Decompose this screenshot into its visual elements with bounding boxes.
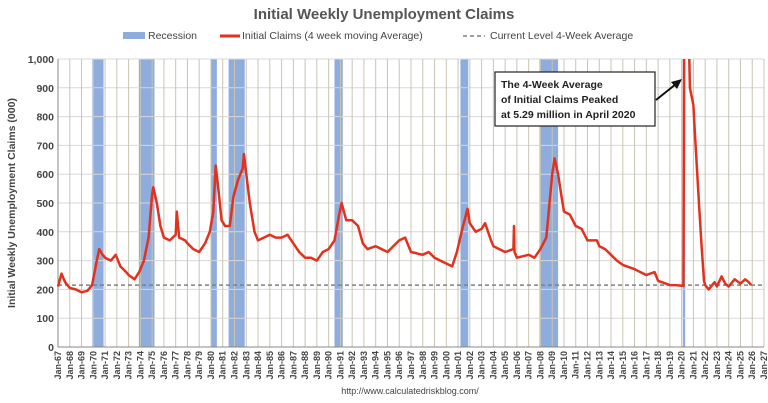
x-tick-label: Jan-90 [324,351,334,380]
x-tick-label: Jan-27 [759,351,768,380]
x-tick-label: Jan-19 [665,351,675,380]
x-tick-label: Jan-74 [135,351,145,380]
x-tick-label: Jan-21 [688,351,698,380]
x-tick-label: Jan-80 [206,351,216,380]
x-tick-label: Jan-75 [147,351,157,380]
legend-recession-swatch [123,32,145,39]
y-tick-label: 600 [36,169,54,181]
annotation: The 4-Week Average of Initial Claims Pea… [494,71,682,127]
x-tick-label: Jan-03 [477,351,487,380]
x-tick-label: Jan-10 [559,351,569,380]
x-tick-label: Jan-85 [265,351,275,380]
x-tick-label: Jan-81 [218,351,228,380]
x-tick-label: Jan-09 [547,351,557,380]
annotation-arrow [655,83,677,101]
y-tick-label: 800 [36,112,54,124]
x-tick-label: Jan-70 [88,351,98,380]
x-tick-label: Jan-69 [77,351,87,380]
x-tick-label: Jan-77 [171,351,181,380]
legend-recession: Recession [148,30,197,42]
x-tick-label: Jan-67 [53,351,63,380]
x-tick-label: Jan-01 [453,351,463,380]
x-tick-label: Jan-22 [700,351,710,380]
x-tick-label: Jan-99 [430,351,440,380]
x-tick-label: Jan-68 [65,351,75,380]
x-tick-label: Jan-89 [312,351,322,380]
x-tick-label: Jan-12 [583,351,593,380]
x-tick-label: Jan-23 [712,351,722,380]
chart-title: Initial Weekly Unemployment Claims [254,6,515,23]
source-url: http://www.calculatedriskblog.com/ [341,386,479,396]
claims-series-line [57,59,753,294]
y-tick-label: 900 [36,83,54,95]
x-tick-label: Jan-87 [288,351,298,380]
x-tick-label: Jan-84 [253,351,263,380]
x-tick-label: Jan-82 [230,351,240,380]
x-tick-label: Jan-24 [724,351,734,380]
x-tick-label: Jan-92 [347,351,357,380]
x-tick-label: Jan-25 [735,351,745,380]
x-tick-label: Jan-13 [594,351,604,380]
x-tick-label: Jan-04 [488,351,498,380]
x-tick-label: Jan-93 [359,351,369,380]
x-tick-label: Jan-11 [571,351,581,379]
x-tick-label: Jan-96 [394,351,404,380]
x-tick-label: Jan-73 [124,351,134,380]
x-tick-label: Jan-16 [630,351,640,380]
x-tick-label: Jan-97 [406,351,416,380]
x-tick-label: Jan-86 [277,351,287,380]
x-tick-label: Jan-71 [100,351,110,380]
legend: Recession Initial Claims (4 week moving … [123,30,633,42]
x-tick-label: Jan-83 [241,351,251,380]
x-tick-label: Jan-79 [194,351,204,380]
legend-claims: Initial Claims (4 week moving Average) [242,30,423,42]
annotation-box [494,71,656,127]
x-tick-label: Jan-76 [159,351,169,380]
x-tick-label: Jan-07 [524,351,534,380]
annotation-line-2: of Initial Claims Peaked [501,94,618,106]
x-tick-label: Jan-20 [677,351,687,380]
y-tick-label: 700 [36,140,54,152]
x-tick-label: Jan-14 [606,351,616,380]
y-tick-label: 1,000 [28,54,54,66]
x-tick-label: Jan-02 [465,351,475,380]
x-tick-label: Jan-06 [512,351,522,380]
y-tick-label: 300 [36,256,54,268]
y-tick-label: 500 [36,198,54,210]
x-tick-label: Jan-15 [618,351,628,380]
x-tick-label: Jan-88 [300,351,310,380]
x-tick-label: Jan-72 [112,351,122,380]
x-tick-label: Jan-94 [371,351,381,380]
x-tick-label: Jan-95 [382,351,392,380]
x-tick-label: Jan-17 [641,351,651,380]
x-tick-label: Jan-78 [182,351,192,380]
x-tick-label: Jan-05 [500,351,510,380]
x-tick-label: Jan-91 [335,351,345,380]
x-tick-label: Jan-18 [653,351,663,380]
x-tick-label: Jan-26 [747,351,757,380]
y-tick-label: 100 [36,313,54,325]
arrow-head-icon [671,79,682,89]
y-tick-label: 0 [48,342,54,354]
annotation-line-3: at 5.29 million in April 2020 [501,109,636,121]
annotation-line-1: The 4-Week Average [501,79,603,91]
x-tick-label: Jan-98 [418,351,428,380]
y-tick-label: 200 [36,284,54,296]
y-tick-label: 400 [36,227,54,239]
legend-current: Current Level 4-Week Average [490,30,633,42]
x-tick-label: Jan-00 [441,351,451,380]
x-tick-label: Jan-08 [535,351,545,380]
y-axis-label: Initial Weekly Unemployment Claims (000) [6,98,18,308]
